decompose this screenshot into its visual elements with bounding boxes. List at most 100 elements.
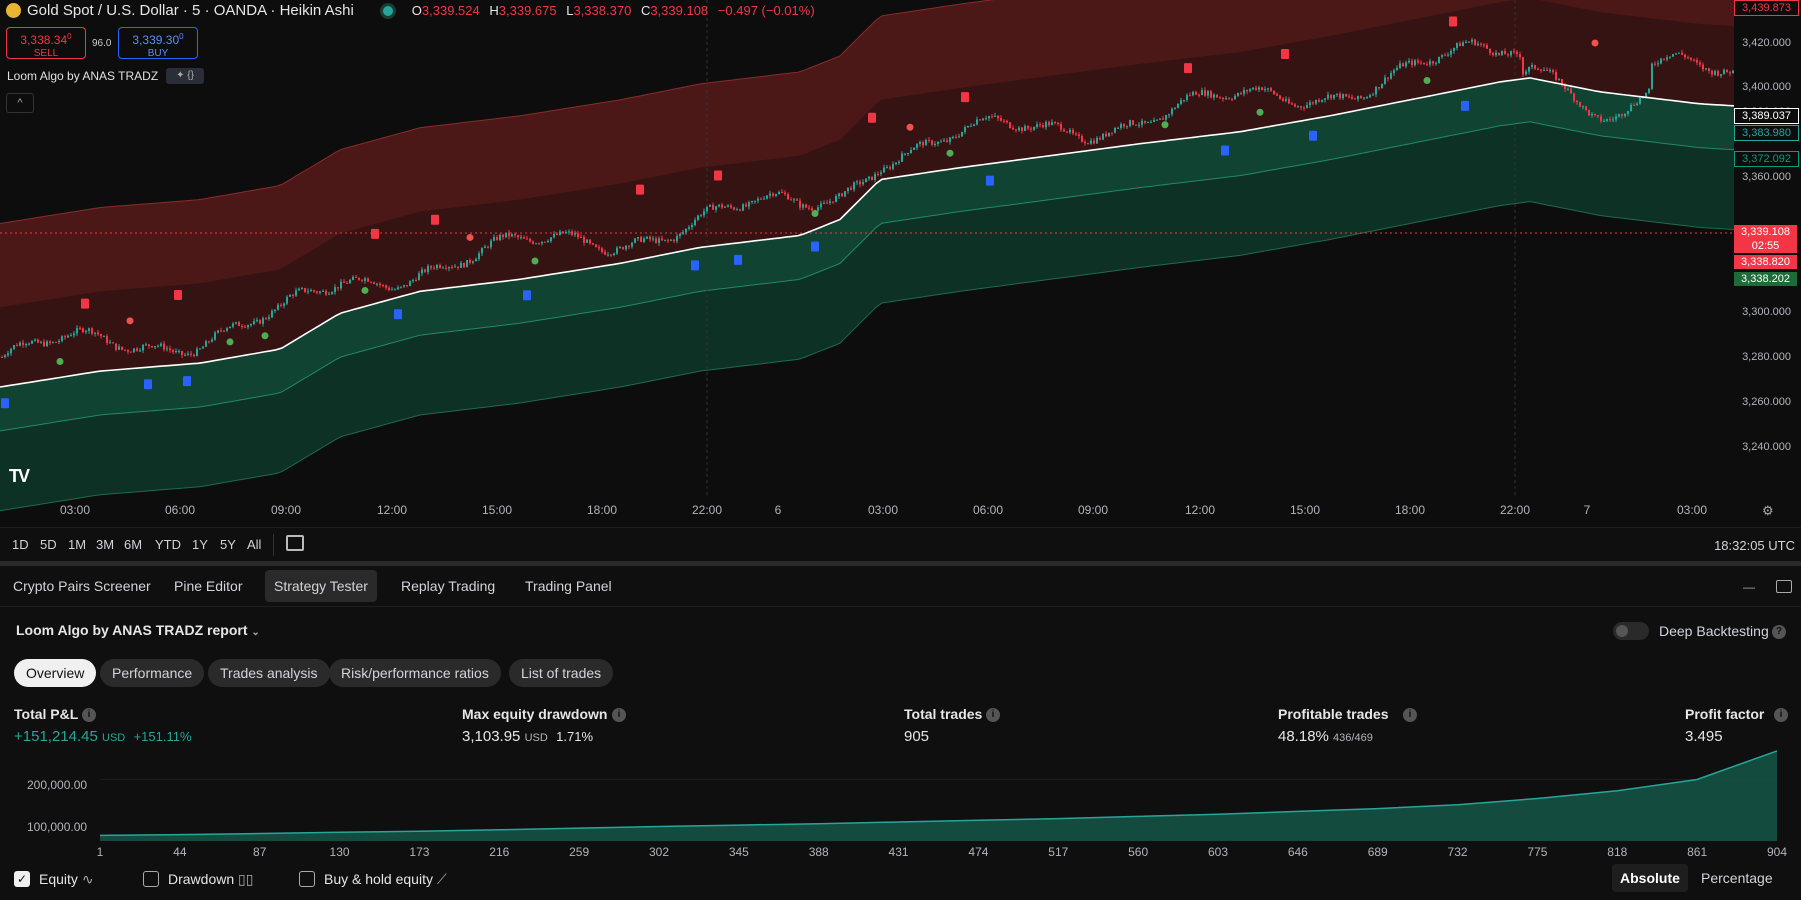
maximize-icon[interactable] bbox=[1776, 580, 1792, 593]
buy-arrow-icon bbox=[1461, 100, 1469, 111]
mode-absolute[interactable]: Absolute bbox=[1612, 864, 1688, 892]
timeframe-1m[interactable]: 1M bbox=[68, 537, 87, 552]
subtab-risk-performance[interactable]: Risk/performance ratios bbox=[329, 659, 501, 687]
candle-body bbox=[1258, 87, 1260, 90]
drawdown-checkbox[interactable] bbox=[143, 871, 159, 887]
candle-body bbox=[901, 153, 903, 162]
info-icon[interactable]: i bbox=[612, 708, 626, 722]
candle-body bbox=[361, 279, 363, 281]
info-icon[interactable]: i bbox=[986, 708, 1000, 722]
candle-body bbox=[1009, 122, 1011, 128]
calendar-icon[interactable] bbox=[286, 535, 304, 551]
equity-checkbox[interactable]: ✓ bbox=[14, 871, 30, 887]
candle-body bbox=[1042, 125, 1044, 128]
sell-dot-icon bbox=[906, 123, 914, 131]
metric-total-pnl-value: +151,214.45 USD +151.11% bbox=[14, 728, 192, 745]
candle-body bbox=[652, 238, 654, 240]
buy-button[interactable]: 3,339.300 BUY bbox=[118, 27, 198, 59]
candle-body bbox=[1654, 63, 1656, 65]
candle-body bbox=[1375, 87, 1377, 95]
timeframe-1d[interactable]: 1D bbox=[12, 537, 29, 552]
minimize-icon[interactable]: — bbox=[1743, 580, 1755, 594]
indicator-settings-icon[interactable]: ✦ {} bbox=[166, 68, 204, 84]
settings-gear-icon[interactable]: ⚙ bbox=[1762, 503, 1774, 518]
candle-body bbox=[103, 336, 105, 338]
candle-body bbox=[343, 281, 345, 283]
candle-body bbox=[418, 273, 420, 281]
candle-body bbox=[1420, 62, 1422, 64]
timeframe-1y[interactable]: 1Y bbox=[192, 537, 208, 552]
sell-button[interactable]: 3,338.340 SELL bbox=[6, 27, 86, 59]
timeframe-ytd[interactable]: YTD bbox=[155, 537, 181, 552]
candle-body bbox=[178, 350, 180, 352]
candle-body bbox=[1504, 50, 1506, 55]
utc-clock[interactable]: 18:32:05 UTC bbox=[1714, 538, 1795, 553]
tab-crypto-pairs-screener[interactable]: Crypto Pairs Screener bbox=[13, 578, 151, 594]
help-icon[interactable]: ? bbox=[1772, 625, 1786, 639]
symbol-title[interactable]: Gold Spot / U.S. Dollar · 5 · OANDA · He… bbox=[27, 2, 354, 19]
candle-body bbox=[700, 215, 702, 217]
candle-body bbox=[427, 266, 429, 272]
tab-trading-panel[interactable]: Trading Panel bbox=[525, 578, 612, 594]
info-icon[interactable]: i bbox=[1774, 708, 1788, 722]
tab-strategy-tester[interactable]: Strategy Tester bbox=[265, 570, 377, 602]
candle-body bbox=[517, 235, 519, 238]
candle-body bbox=[262, 318, 264, 324]
candle-body bbox=[1690, 57, 1692, 60]
candle-body bbox=[1153, 120, 1155, 123]
candle-body bbox=[1234, 95, 1236, 100]
candle-body bbox=[1177, 103, 1179, 109]
market-status-icon[interactable] bbox=[379, 2, 396, 19]
candle-body bbox=[1570, 88, 1572, 94]
candle-body bbox=[1495, 52, 1497, 56]
timeframe-5y[interactable]: 5Y bbox=[220, 537, 236, 552]
candle-body bbox=[1675, 53, 1677, 55]
equity-xtick: 302 bbox=[648, 845, 670, 859]
timeframe-6m[interactable]: 6M bbox=[124, 537, 143, 552]
tradingview-logo: TV bbox=[9, 466, 30, 486]
equity-xtick: 1 bbox=[96, 845, 104, 859]
subtab-overview[interactable]: Overview bbox=[14, 659, 97, 687]
buyhold-checkbox[interactable] bbox=[299, 871, 315, 887]
candle-body bbox=[1498, 52, 1500, 55]
candle-body bbox=[121, 346, 123, 350]
candle-body bbox=[316, 291, 318, 293]
tab-pine-editor[interactable]: Pine Editor bbox=[174, 578, 243, 594]
buy-dot-icon bbox=[56, 358, 64, 366]
candle-body bbox=[775, 194, 777, 196]
subtab-trades-analysis[interactable]: Trades analysis bbox=[208, 659, 330, 687]
candle-body bbox=[538, 243, 540, 245]
price-chart[interactable]: Gold Spot / U.S. Dollar · 5 · OANDA · He… bbox=[0, 0, 1801, 527]
timeframe-5d[interactable]: 5D bbox=[40, 537, 57, 552]
candle-body bbox=[310, 290, 312, 292]
candle-body bbox=[76, 327, 78, 334]
candle-body bbox=[1621, 114, 1623, 117]
subtab-list-of-trades[interactable]: List of trades bbox=[509, 659, 614, 687]
candle-body bbox=[1249, 89, 1251, 92]
subtab-performance[interactable]: Performance bbox=[100, 659, 205, 687]
candle-body bbox=[205, 341, 207, 347]
report-title[interactable]: Loom Algo by ANAS TRADZ report ⌄ bbox=[16, 622, 260, 638]
candle-body bbox=[109, 342, 111, 344]
price-chart-canvas[interactable] bbox=[0, 0, 1734, 527]
chevron-up-icon[interactable]: ^ bbox=[6, 93, 34, 113]
candle-body bbox=[1021, 127, 1023, 132]
equity-chart[interactable] bbox=[0, 746, 1801, 846]
candle-body bbox=[283, 303, 285, 306]
candle-body bbox=[994, 115, 996, 117]
candle-body bbox=[982, 118, 984, 121]
tab-replay-trading[interactable]: Replay Trading bbox=[401, 578, 496, 594]
panel-divider[interactable] bbox=[0, 561, 1801, 566]
timeframe-all[interactable]: All bbox=[247, 537, 262, 552]
candle-body bbox=[634, 238, 636, 243]
indicator-name[interactable]: Loom Algo by ANAS TRADZ bbox=[7, 69, 159, 83]
candle-body bbox=[514, 234, 516, 236]
bottom-panel: Crypto Pairs Screener Pine Editor Strate… bbox=[0, 566, 1801, 900]
info-icon[interactable]: i bbox=[1403, 708, 1417, 722]
price-label: 3,439.873 bbox=[1734, 0, 1799, 16]
deep-backtesting-toggle[interactable] bbox=[1613, 622, 1649, 640]
candle-body bbox=[1648, 88, 1650, 93]
timeframe-3m[interactable]: 3M bbox=[96, 537, 115, 552]
info-icon[interactable]: i bbox=[82, 708, 96, 722]
mode-percentage[interactable]: Percentage bbox=[1701, 870, 1773, 886]
